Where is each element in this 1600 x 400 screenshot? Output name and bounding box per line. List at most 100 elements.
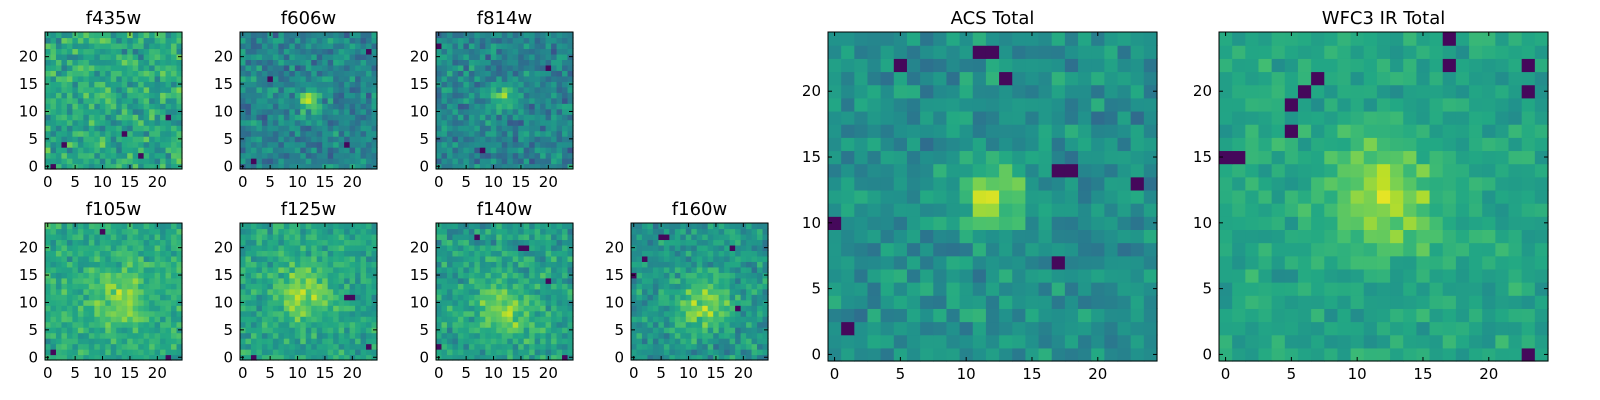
heatmap-cell — [496, 228, 503, 235]
heatmap-cell — [338, 163, 345, 170]
heatmap-cell — [333, 97, 340, 104]
heatmap-cell — [55, 266, 63, 273]
heatmap-cell — [551, 75, 558, 82]
heatmap-cell — [663, 338, 670, 345]
heatmap-cell — [267, 81, 274, 88]
heatmap-cell — [72, 86, 79, 93]
heatmap-cell — [740, 283, 747, 290]
heatmap-cell — [127, 42, 134, 50]
heatmap-cell — [512, 147, 519, 154]
heatmap-cell — [551, 97, 558, 104]
heatmap-cell — [1143, 189, 1158, 204]
heatmap-cell — [479, 42, 486, 50]
heatmap-cell — [551, 255, 558, 262]
heatmap-cell — [1091, 295, 1105, 309]
heatmap-cell — [523, 152, 530, 159]
heatmap-cell — [138, 272, 145, 279]
heatmap-cell — [366, 321, 373, 328]
heatmap-cell — [479, 130, 486, 137]
heatmap-cell — [127, 332, 134, 339]
heatmap-cell — [83, 228, 90, 235]
heatmap-cell — [641, 332, 649, 339]
heatmap-cell — [300, 233, 307, 241]
heatmap-cell — [468, 321, 475, 328]
heatmap-cell — [127, 86, 134, 93]
heatmap-cell — [77, 75, 84, 82]
heatmap-cell — [50, 163, 57, 170]
heatmap-cell — [94, 283, 101, 290]
heatmap-cell — [371, 103, 378, 110]
heatmap-cell — [501, 119, 508, 126]
heatmap-cell — [311, 114, 318, 121]
heatmap-cell — [338, 332, 345, 339]
heatmap-cell — [278, 42, 285, 50]
heatmap-cell — [245, 48, 252, 55]
heatmap-cell — [149, 108, 156, 115]
heatmap-cell — [485, 32, 492, 39]
heatmap-cell — [171, 48, 178, 55]
heatmap-cell — [636, 283, 643, 290]
heatmap-cell — [300, 125, 307, 132]
heatmap-cell — [305, 255, 312, 262]
heatmap-cell — [116, 272, 123, 279]
heatmap-cell — [501, 125, 508, 132]
heatmap-cell — [452, 147, 459, 154]
y-tick-label: 5 — [223, 130, 233, 148]
heatmap-cell — [523, 338, 530, 345]
heatmap-cell — [999, 163, 1013, 178]
heatmap-cell — [540, 250, 547, 257]
heatmap-cell — [647, 272, 654, 279]
heatmap-cell — [452, 349, 459, 356]
heatmap-cell — [360, 125, 367, 132]
heatmap-cell — [250, 37, 258, 44]
heatmap-cell — [176, 103, 183, 110]
heatmap-cell — [240, 321, 247, 328]
heatmap-cell — [171, 136, 178, 143]
heatmap-cell — [501, 233, 508, 241]
heatmap-cell — [946, 229, 961, 244]
heatmap-cell — [1051, 282, 1066, 296]
heatmap-cell — [707, 283, 714, 290]
heatmap-cell — [327, 81, 334, 88]
heatmap-cell — [674, 310, 681, 317]
heatmap-cell — [828, 216, 842, 230]
heatmap-cell — [474, 32, 481, 39]
heatmap-cell — [360, 283, 367, 290]
heatmap-cell — [946, 321, 961, 336]
heatmap-cell — [735, 283, 742, 290]
heatmap-cell — [99, 343, 106, 350]
heatmap-cell — [110, 310, 117, 317]
heatmap-cell — [171, 327, 178, 334]
heatmap-cell — [127, 81, 134, 88]
heatmap-cell — [333, 92, 340, 99]
heatmap-cell — [283, 310, 290, 317]
heatmap-cell — [436, 114, 443, 121]
heatmap-cell — [540, 343, 547, 350]
heatmap-cell — [360, 277, 367, 284]
heatmap-cell — [999, 255, 1013, 270]
heatmap-cell — [479, 316, 486, 323]
heatmap-cell — [490, 136, 497, 143]
heatmap-cell — [256, 305, 263, 312]
heatmap-cell — [272, 136, 279, 143]
heatmap-cell — [344, 261, 351, 268]
heatmap-cell — [116, 42, 123, 50]
heatmap-cell — [496, 250, 503, 257]
heatmap-cell — [316, 310, 323, 317]
heatmap-cell — [490, 97, 497, 104]
heatmap-cell — [305, 108, 312, 115]
heatmap-cell — [985, 242, 1000, 257]
heatmap-cell — [283, 327, 290, 334]
heatmap-cell — [283, 244, 290, 251]
heatmap-cell — [322, 228, 329, 235]
heatmap-cell — [680, 261, 687, 268]
heatmap-cell — [567, 283, 574, 290]
heatmap-cell — [176, 283, 183, 290]
heatmap-cell — [294, 294, 301, 301]
heatmap-cell — [696, 283, 703, 290]
heatmap-cell — [496, 272, 503, 279]
heatmap-cell — [880, 321, 895, 336]
heatmap-cell — [294, 316, 301, 323]
heatmap-cell — [245, 305, 252, 312]
heatmap-cell — [305, 37, 312, 44]
